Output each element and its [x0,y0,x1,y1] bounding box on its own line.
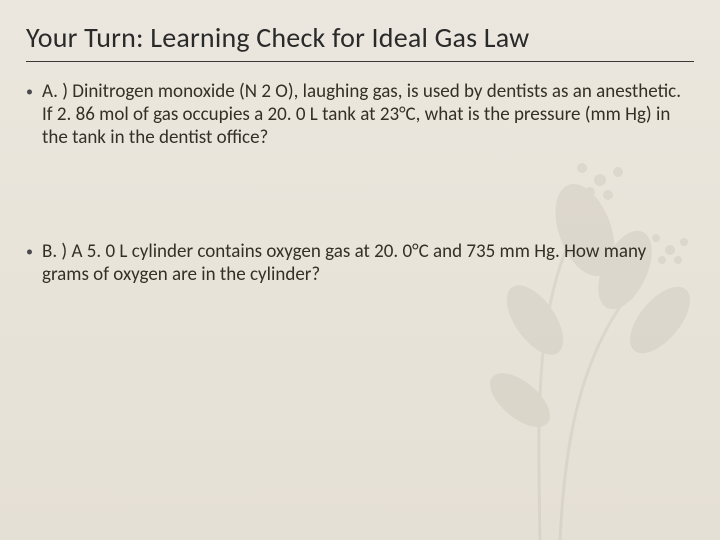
title-block: Your Turn: Learning Check for Ideal Gas … [26,20,694,62]
slide: Your Turn: Learning Check for Ideal Gas … [0,0,720,540]
bullet-text: B. ) A 5. 0 L cylinder contains oxygen g… [42,240,690,286]
slide-title: Your Turn: Learning Check for Ideal Gas … [26,20,694,59]
bullet-item: • B. ) A 5. 0 L cylinder contains oxygen… [26,240,690,286]
content-area: • A. ) Dinitrogen monoxide (N 2 O), laug… [26,80,690,286]
bullet-dot-icon: • [26,80,38,103]
bullet-dot-icon: • [26,240,38,263]
bullet-item: • A. ) Dinitrogen monoxide (N 2 O), laug… [26,80,690,150]
bullet-text: A. ) Dinitrogen monoxide (N 2 O), laughi… [42,80,690,150]
title-underline [26,61,694,62]
